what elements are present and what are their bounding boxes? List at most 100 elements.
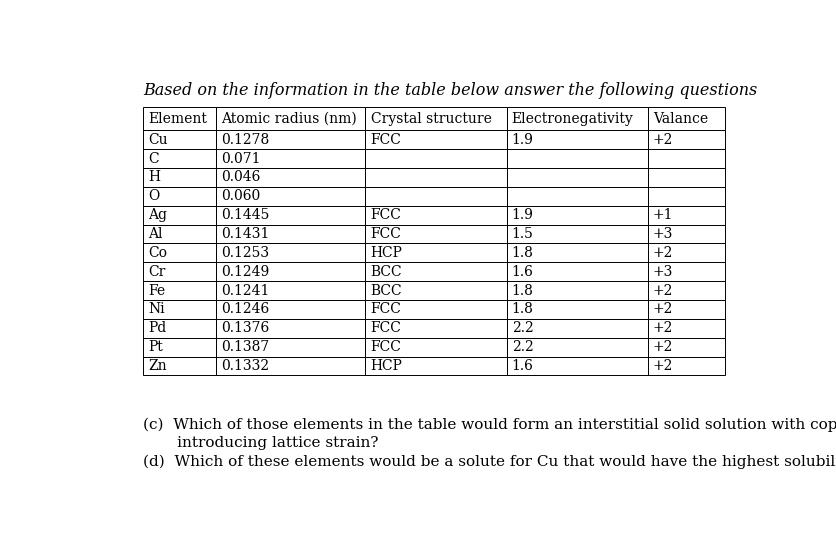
Text: Pd: Pd [149, 321, 166, 335]
Text: 0.1241: 0.1241 [221, 284, 269, 298]
Text: Co: Co [149, 246, 167, 260]
Bar [507, 338, 648, 356]
Bar [365, 206, 507, 225]
Bar [216, 187, 365, 206]
Text: 2.2: 2.2 [512, 340, 533, 354]
Text: Al: Al [149, 227, 163, 241]
Bar [507, 206, 648, 225]
Bar [365, 262, 507, 281]
Bar [507, 225, 648, 244]
Bar [648, 356, 725, 375]
Bar [507, 168, 648, 187]
Text: Pt: Pt [149, 340, 163, 354]
Bar [507, 107, 648, 130]
Text: 1.9: 1.9 [512, 208, 533, 222]
Text: introducing lattice strain?: introducing lattice strain? [143, 436, 379, 450]
Text: +2: +2 [653, 302, 673, 316]
Bar [216, 168, 365, 187]
Bar [216, 107, 365, 130]
Text: +2: +2 [653, 359, 673, 373]
Bar [365, 187, 507, 206]
Text: FCC: FCC [370, 302, 401, 316]
Text: +2: +2 [653, 321, 673, 335]
Bar [365, 225, 507, 244]
Bar [216, 206, 365, 225]
Bar [143, 319, 216, 338]
Bar [143, 149, 216, 168]
Text: +3: +3 [653, 227, 673, 241]
Text: 0.1332: 0.1332 [221, 359, 269, 373]
Text: 1.5: 1.5 [512, 227, 533, 241]
Bar [507, 187, 648, 206]
Text: Fe: Fe [149, 284, 166, 298]
Text: Cr: Cr [149, 265, 166, 279]
Text: +2: +2 [653, 284, 673, 298]
Bar [143, 281, 216, 300]
Text: +2: +2 [653, 246, 673, 260]
Bar [648, 168, 725, 187]
Text: Cu: Cu [149, 133, 168, 147]
Bar [507, 356, 648, 375]
Bar [365, 168, 507, 187]
Text: 0.1246: 0.1246 [221, 302, 269, 316]
Text: Ni: Ni [149, 302, 165, 316]
Bar [648, 300, 725, 319]
Text: 0.1445: 0.1445 [221, 208, 269, 222]
Bar [143, 130, 216, 149]
Text: BCC: BCC [370, 265, 402, 279]
Text: H: H [149, 171, 161, 185]
Text: +1: +1 [653, 208, 673, 222]
Text: 1.9: 1.9 [512, 133, 533, 147]
Text: 0.046: 0.046 [221, 171, 261, 185]
Text: (d)  Which of these elements would be a solute for Cu that would have the highes: (d) Which of these elements would be a s… [143, 455, 836, 469]
Bar [216, 244, 365, 262]
Bar [648, 319, 725, 338]
Bar [143, 206, 216, 225]
Bar [648, 338, 725, 356]
Bar [143, 225, 216, 244]
Bar [143, 187, 216, 206]
Bar [365, 149, 507, 168]
Bar [143, 107, 216, 130]
Bar [648, 149, 725, 168]
Text: 1.8: 1.8 [512, 284, 533, 298]
Text: 0.060: 0.060 [221, 190, 260, 203]
Bar [365, 130, 507, 149]
Text: 0.1431: 0.1431 [221, 227, 269, 241]
Bar [143, 262, 216, 281]
Bar [365, 319, 507, 338]
Text: +2: +2 [653, 133, 673, 147]
Text: 0.071: 0.071 [221, 152, 261, 166]
Bar [648, 107, 725, 130]
Text: 0.1278: 0.1278 [221, 133, 269, 147]
Text: O: O [149, 190, 160, 203]
Bar [648, 244, 725, 262]
Text: FCC: FCC [370, 321, 401, 335]
Bar [216, 281, 365, 300]
Bar [648, 206, 725, 225]
Bar [365, 338, 507, 356]
Bar [143, 244, 216, 262]
Text: HCP: HCP [370, 246, 403, 260]
Bar [507, 262, 648, 281]
Text: 0.1387: 0.1387 [221, 340, 269, 354]
Bar [507, 244, 648, 262]
Text: +3: +3 [653, 265, 673, 279]
Text: 1.8: 1.8 [512, 302, 533, 316]
Text: 1.8: 1.8 [512, 246, 533, 260]
Bar [365, 300, 507, 319]
Bar [365, 107, 507, 130]
Text: Atomic radius (nm): Atomic radius (nm) [221, 112, 357, 126]
Text: Zn: Zn [149, 359, 167, 373]
Bar [143, 300, 216, 319]
Text: FCC: FCC [370, 133, 401, 147]
Bar [648, 262, 725, 281]
Text: Based on the information in the table below answer the following questions: Based on the information in the table be… [143, 82, 757, 99]
Bar [648, 225, 725, 244]
Bar [507, 300, 648, 319]
Text: Electronegativity: Electronegativity [512, 112, 634, 126]
Text: (c)  Which of those elements in the table would form an interstitial solid solut: (c) Which of those elements in the table… [143, 418, 836, 432]
Text: Element: Element [149, 112, 207, 126]
Bar [216, 300, 365, 319]
Bar [365, 244, 507, 262]
